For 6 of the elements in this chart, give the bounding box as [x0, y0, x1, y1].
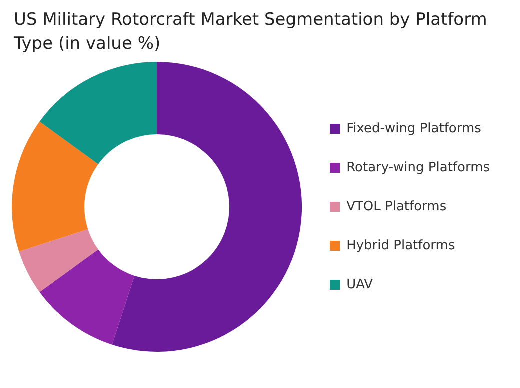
legend-label: UAV [346, 277, 374, 292]
legend-label: Hybrid Platforms [346, 238, 456, 254]
legend-label: VTOL Platforms [346, 199, 447, 214]
chart-title: US Military Rotorcraft Market Segmentation by Platform Type (in value %) [14, 9, 488, 56]
legend-label: Fixed-wing Platforms [346, 121, 482, 136]
legend-label: Rotary-wing Platforms [346, 160, 490, 176]
